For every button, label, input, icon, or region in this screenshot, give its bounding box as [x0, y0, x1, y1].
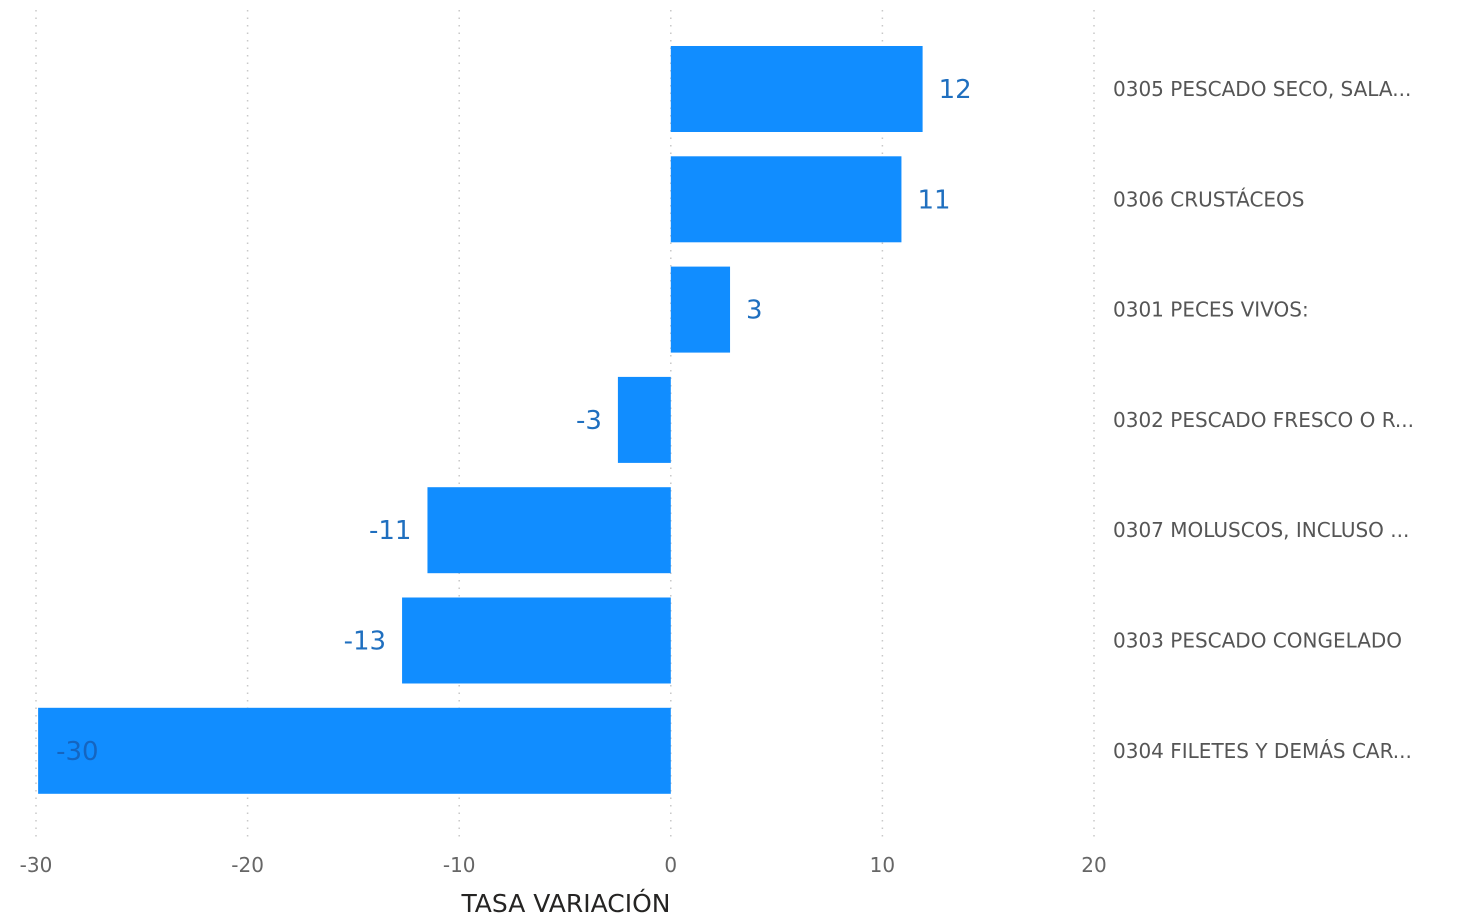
data-label: 11	[917, 185, 950, 215]
bar	[670, 46, 923, 132]
category-labels: 0305 PESCADO SECO, SALA... 0306 CRUSTÁCEO…	[1113, 77, 1414, 763]
bar	[427, 487, 671, 574]
category-label: 0304 FILETES Y DEMÁS CAR...	[1113, 739, 1412, 763]
x-tick-label: -20	[231, 853, 264, 877]
bar	[617, 376, 671, 463]
x-tick-label: -10	[443, 853, 476, 877]
category-label: 0303 PESCADO CONGELADO	[1113, 629, 1402, 653]
data-label: 3	[746, 296, 763, 326]
data-label: -30	[56, 737, 98, 767]
x-tick-label: -30	[20, 853, 53, 877]
x-tick-label: 0	[664, 853, 677, 877]
x-axis-title: TASA VARIACIÓN	[460, 888, 670, 917]
bar	[670, 156, 902, 243]
x-axis-ticks: -30 -20 -10 0 10 20	[20, 853, 1107, 877]
category-label: 0306 CRUSTÁCEOS	[1113, 187, 1304, 211]
bars	[38, 46, 923, 794]
data-label: -3	[576, 406, 602, 436]
x-tick-label: 10	[870, 853, 895, 877]
data-label: 12	[939, 75, 972, 105]
x-tick-label: 20	[1081, 853, 1106, 877]
bar	[402, 597, 671, 684]
category-label: 0305 PESCADO SECO, SALA...	[1113, 77, 1411, 101]
data-label: -13	[344, 627, 386, 657]
data-label: -11	[369, 516, 411, 546]
category-label: 0302 PESCADO FRESCO O R...	[1113, 408, 1414, 432]
data-labels: 12 11 3 -3 -11 -13 -30	[56, 75, 972, 767]
bar	[670, 266, 731, 353]
category-label: 0301 PECES VIVOS:	[1113, 298, 1309, 322]
category-label: 0307 MOLUSCOS, INCLUSO ...	[1113, 518, 1409, 542]
bar	[38, 707, 671, 794]
